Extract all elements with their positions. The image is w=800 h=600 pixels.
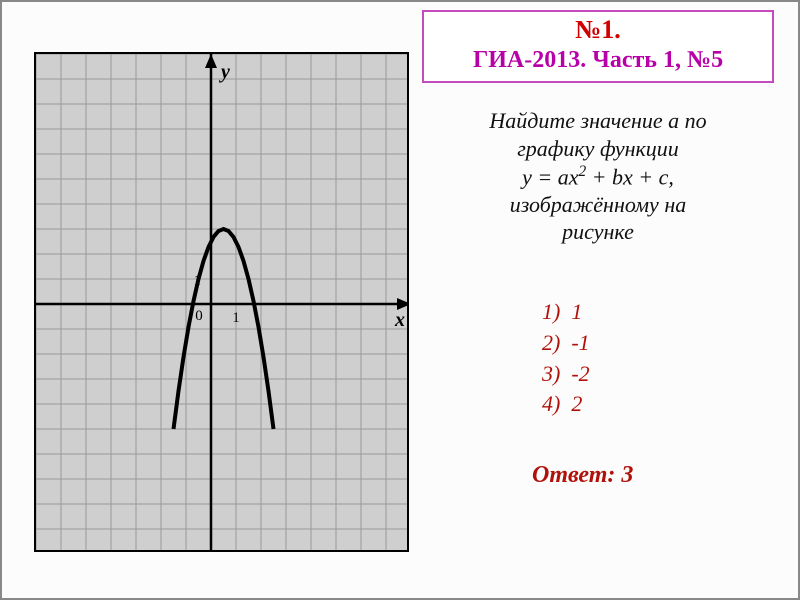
option-2: 2) -1 (542, 328, 590, 359)
chart-svg: y x 0 1 1 (36, 54, 407, 550)
prompt-line2: графику функции (422, 135, 774, 163)
option-1: 1) 1 (542, 297, 590, 328)
prompt-line1: Найдите значение a по (422, 107, 774, 135)
title-number: №1. (430, 16, 766, 45)
svg-text:x: x (394, 309, 405, 331)
problem-text: Найдите значение a по графику функции y … (422, 107, 774, 246)
option-4: 4) 2 (542, 389, 590, 420)
svg-text:0: 0 (195, 308, 203, 324)
prompt-line4: изображённому на (422, 191, 774, 219)
title-source: ГИА-2013. Часть 1, №5 (430, 47, 766, 73)
option-3: 3) -2 (542, 359, 590, 390)
svg-text:1: 1 (194, 273, 202, 289)
prompt-formula: y = ax2 + bx + c, (422, 162, 774, 191)
axes (36, 54, 407, 550)
grid (36, 54, 407, 550)
answer-options: 1) 1 2) -1 3) -2 4) 2 (542, 297, 590, 420)
answer-label: Ответ: 3 (532, 462, 633, 489)
chart-panel: y x 0 1 1 (34, 52, 409, 552)
svg-text:y: y (219, 61, 230, 83)
title-box: №1. ГИА-2013. Часть 1, №5 (422, 10, 774, 83)
slide: y x 0 1 1 №1. ГИА-2013. Часть 1, №5 Найдите … (0, 0, 800, 600)
prompt-line5: рисунке (422, 218, 774, 246)
svg-text:1: 1 (232, 310, 240, 326)
axis-labels: y x 0 1 1 (194, 61, 406, 331)
